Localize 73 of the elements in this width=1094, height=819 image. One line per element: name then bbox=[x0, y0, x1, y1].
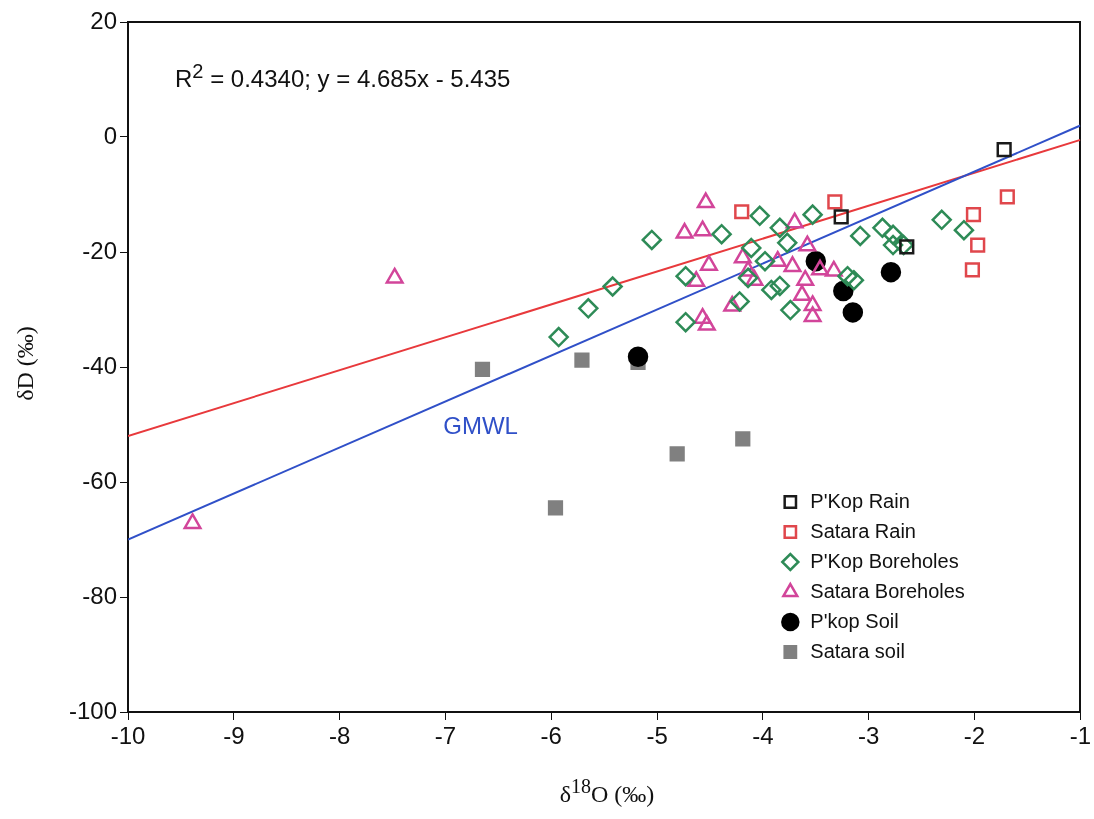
x-tick-label: -6 bbox=[540, 722, 562, 750]
y-tick-label: -60 bbox=[82, 466, 117, 494]
point bbox=[837, 265, 858, 287]
series-label: GMWL bbox=[443, 412, 518, 440]
point bbox=[602, 276, 623, 297]
point bbox=[827, 194, 843, 210]
x-tick-label: -2 bbox=[963, 722, 986, 750]
point bbox=[783, 256, 802, 273]
point bbox=[669, 446, 685, 462]
legend-label: P'Kop Rain bbox=[810, 489, 910, 512]
point bbox=[999, 189, 1015, 205]
point bbox=[574, 352, 590, 368]
point bbox=[737, 267, 759, 289]
point bbox=[803, 306, 822, 323]
point bbox=[833, 209, 849, 225]
point bbox=[696, 192, 715, 209]
annotation: R$^{2}$ = 0.4340; y = 4.685x - 5.435 bbox=[175, 60, 511, 93]
y-tick-label: -100 bbox=[68, 696, 117, 724]
point bbox=[880, 261, 902, 283]
x-tick-label: -9 bbox=[223, 722, 245, 750]
point bbox=[842, 302, 864, 323]
point bbox=[996, 142, 1012, 158]
legend-label: P'kop Soil bbox=[810, 609, 899, 632]
point bbox=[769, 217, 791, 239]
point bbox=[872, 217, 893, 239]
y-tick-label: -40 bbox=[82, 351, 117, 379]
point bbox=[729, 291, 750, 312]
x-tick-label: -5 bbox=[646, 722, 668, 750]
point bbox=[675, 311, 696, 333]
y-tick-label: -80 bbox=[82, 581, 117, 609]
point bbox=[474, 361, 491, 377]
point bbox=[734, 204, 750, 220]
point bbox=[578, 298, 599, 319]
point bbox=[849, 225, 871, 247]
point bbox=[711, 223, 732, 245]
point bbox=[965, 207, 982, 223]
legend-label: P'Kop Boreholes bbox=[810, 549, 959, 572]
point bbox=[627, 346, 649, 367]
point bbox=[802, 204, 823, 225]
point bbox=[548, 326, 569, 348]
point bbox=[803, 295, 822, 312]
point bbox=[931, 209, 952, 231]
point bbox=[843, 269, 865, 291]
point bbox=[675, 265, 696, 287]
point bbox=[183, 513, 202, 530]
point bbox=[741, 237, 762, 259]
point bbox=[882, 224, 904, 245]
point bbox=[953, 219, 975, 241]
point bbox=[769, 275, 791, 297]
legend-label: Satara Boreholes bbox=[810, 579, 965, 602]
x-tick-label: -7 bbox=[434, 722, 457, 750]
point bbox=[749, 205, 770, 227]
point bbox=[754, 250, 776, 272]
legend-label: Satara soil bbox=[810, 639, 905, 662]
x-tick-label: -10 bbox=[110, 722, 146, 750]
x-tick-label: -4 bbox=[752, 722, 774, 750]
y-tick-label: 20 bbox=[90, 6, 117, 34]
x-tick-label: -1 bbox=[1069, 722, 1091, 750]
point bbox=[964, 262, 981, 278]
x-tick-label: -3 bbox=[858, 722, 880, 750]
point bbox=[547, 500, 564, 516]
point bbox=[776, 232, 798, 254]
y-tick-label: -20 bbox=[82, 236, 117, 264]
point bbox=[780, 299, 801, 321]
point bbox=[641, 229, 663, 251]
y-axis-title: δD (‰) bbox=[11, 325, 39, 403]
y-tick-label: 0 bbox=[103, 121, 117, 149]
x-axis-title: δ$^{18}$O (‰) bbox=[558, 775, 656, 808]
point bbox=[735, 431, 751, 447]
point bbox=[970, 237, 986, 253]
point bbox=[761, 279, 782, 301]
legend-label: Satara Rain bbox=[810, 519, 916, 542]
x-tick-label: -8 bbox=[328, 722, 351, 750]
